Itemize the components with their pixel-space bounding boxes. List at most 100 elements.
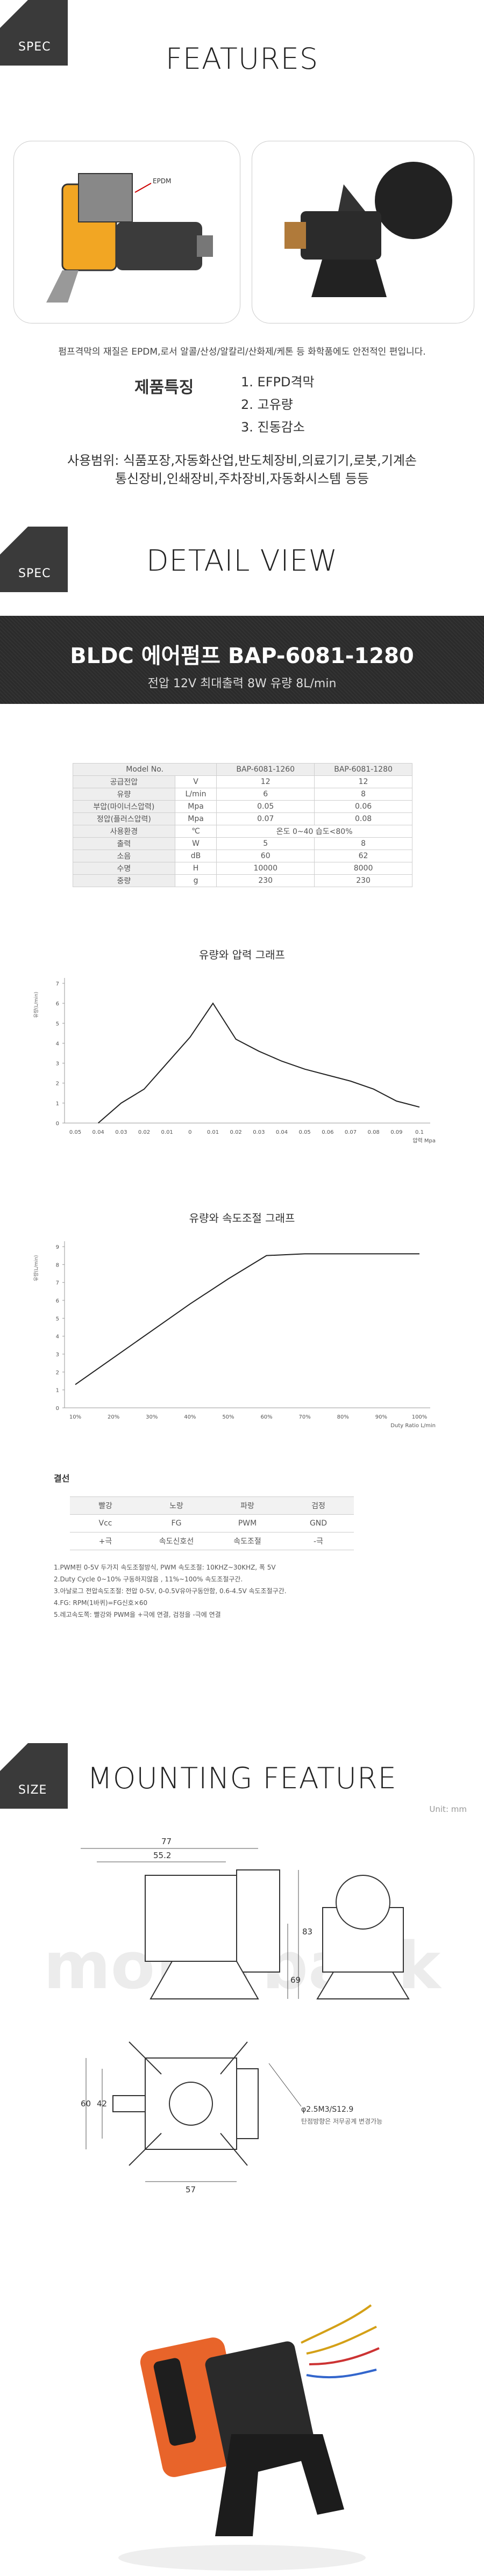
y-tick-label: 6	[56, 1001, 59, 1007]
table-cell: W	[174, 837, 217, 850]
table-row: 중량 g 230 230	[73, 874, 412, 887]
table-header-cell: Model No.	[72, 763, 217, 776]
x-axis-label: Duty Ratio L/min	[390, 1423, 436, 1429]
table-cell: 유량	[73, 788, 175, 801]
table-cell: 230	[314, 874, 412, 887]
spec-table: Model No. BAP-6081-1260 BAP-6081-1280 공급전압 V…	[72, 763, 412, 887]
table-cell: 수명	[73, 862, 175, 875]
x-tick-label: 100%	[412, 1414, 428, 1420]
dimension-label: 55.2	[153, 1851, 171, 1860]
table-cell: ℃	[174, 825, 217, 838]
y-tick-label: 4	[56, 1041, 59, 1047]
dimension-label: 77	[161, 1837, 172, 1846]
y-tick-label: 6	[56, 1298, 59, 1304]
y-tick-label: 0	[56, 1406, 59, 1412]
table-cell: Vcc	[70, 1514, 141, 1532]
dimension-label: 60	[81, 2099, 91, 2109]
x-tick-label: 70%	[299, 1414, 311, 1420]
note: 5.레고속도쪽: 빨강와 PWM을 +극에 연결, 검정을 -극에 연결	[54, 1611, 221, 1618]
table-cell: 8000	[314, 862, 412, 875]
x-tick-label: 50%	[222, 1414, 234, 1420]
table-row: 사용환경 ℃ 온도 0~40 습도<80%	[73, 825, 412, 838]
x-tick-label: 0.08	[368, 1129, 380, 1135]
banner: BLDC 에어펌프 BAP-6081-1280 전압 12V 최대출력 8W 유…	[0, 616, 484, 704]
table-cell: 10000	[216, 862, 315, 875]
y-tick-label: 2	[56, 1081, 59, 1087]
product-subtitle: 전압 12V 최대출력 8W 유량 8L/min	[147, 677, 337, 690]
table-cell: Mpa	[174, 812, 217, 825]
table-row: Vcc FG PWM GND	[70, 1514, 354, 1532]
table-row: 공급전압 V 12 12	[73, 775, 412, 788]
x-tick-label: 30%	[146, 1414, 158, 1420]
y-tick-label: 7	[56, 1280, 59, 1286]
feature-item: 1. EFPD격막	[241, 375, 315, 390]
x-tick-label: 80%	[337, 1414, 349, 1420]
pump-illustration: EPDM	[46, 173, 213, 303]
dimension-label: 83	[302, 1927, 312, 1937]
x-tick-label: 0.02	[230, 1129, 242, 1135]
section-title: MOUNTING FEATURE	[87, 1761, 397, 1795]
unit-label: Unit: mm	[429, 1804, 467, 1814]
table-cell: 공급전압	[73, 775, 175, 788]
feature-item: 2. 고유량	[241, 397, 293, 412]
table-cell: 5	[216, 837, 315, 850]
note: 1.PWM핀 0-5V 두가지 속도조절방식, PWM 속도조절: 10KHZ~…	[54, 1564, 276, 1571]
table-cell: 온도 0~40 습도<80%	[216, 825, 412, 838]
note: 2.Duty Cycle 0~10% 구동하지않음 , 11%~100% 속도조…	[54, 1575, 243, 1583]
x-tick-label: 60%	[260, 1414, 272, 1420]
table-cell: 6	[216, 788, 315, 801]
image-label: EPDM	[153, 177, 171, 185]
x-tick-label: 0.04	[276, 1129, 288, 1135]
y-axis-label: 유량(L/min)	[33, 1255, 39, 1282]
x-tick-label: 0	[188, 1129, 191, 1135]
x-tick-label: 90%	[375, 1414, 387, 1420]
table-header-cell: BAP-6081-1280	[314, 763, 412, 776]
table-row: +극 속도신호선 속도조절 -극	[70, 1532, 354, 1550]
product-title: BLDC 에어펌프 BAP-6081-1280	[70, 644, 414, 668]
table-cell: g	[174, 874, 217, 887]
line-series	[75, 1253, 419, 1385]
feature-list: 1. EFPD격막 2. 고유량 3. 진동감소	[241, 371, 315, 438]
feature-item: 3. 진동감소	[241, 420, 305, 435]
y-tick-label: 0	[56, 1121, 59, 1127]
table-row: 유량 L/min 6 8	[73, 788, 412, 801]
table-cell: GND	[283, 1514, 354, 1532]
table-cell: 소음	[73, 850, 175, 862]
badge: SIZE	[0, 1743, 68, 1809]
y-tick-label: 7	[56, 981, 59, 987]
table-cell: PWM	[212, 1514, 283, 1532]
y-axis-label: 유량(L/min)	[33, 992, 39, 1018]
table-cell: L/min	[174, 788, 217, 801]
x-tick-label: 0.09	[390, 1129, 402, 1135]
x-tick-label: 40%	[184, 1414, 196, 1420]
y-tick-label: 5	[56, 1316, 59, 1322]
table-cell: 중량	[73, 874, 175, 887]
y-tick-label: 3	[56, 1061, 59, 1067]
pump-illustration	[284, 162, 452, 297]
table-row: 부압(마이너스압력) Mpa 0.05 0.06	[73, 800, 412, 813]
table-cell: 12	[216, 775, 315, 788]
dimension-label: 42	[97, 2099, 107, 2109]
table-cell: +극	[70, 1532, 141, 1550]
table-cell: V	[174, 775, 217, 788]
product-image: EPDM	[13, 141, 240, 323]
y-tick-label: 1	[56, 1388, 59, 1394]
table-cell: Mpa	[174, 800, 217, 813]
notes: 1.PWM핀 0-5V 두가지 속도조절방식, PWM 속도조절: 10KHZ~…	[54, 1562, 287, 1621]
y-tick-label: 3	[56, 1352, 59, 1358]
table-cell: 60	[216, 850, 315, 862]
table-cell: 8	[314, 788, 412, 801]
dimension-label: 57	[186, 2185, 196, 2194]
section-title: FEATURES	[165, 42, 319, 76]
table-cell: H	[174, 862, 217, 875]
table-cell: 출력	[73, 837, 175, 850]
y-tick-label: 1	[56, 1101, 59, 1107]
x-tick-label: 20%	[108, 1414, 119, 1420]
chart-title: 유량와 압력 그래프	[199, 948, 285, 961]
chart-title: 유량와 속도조절 그래프	[189, 1212, 295, 1225]
product-photo	[118, 2304, 380, 2571]
table-cell: 노랑	[141, 1496, 212, 1515]
y-tick-label: 9	[56, 1244, 59, 1250]
